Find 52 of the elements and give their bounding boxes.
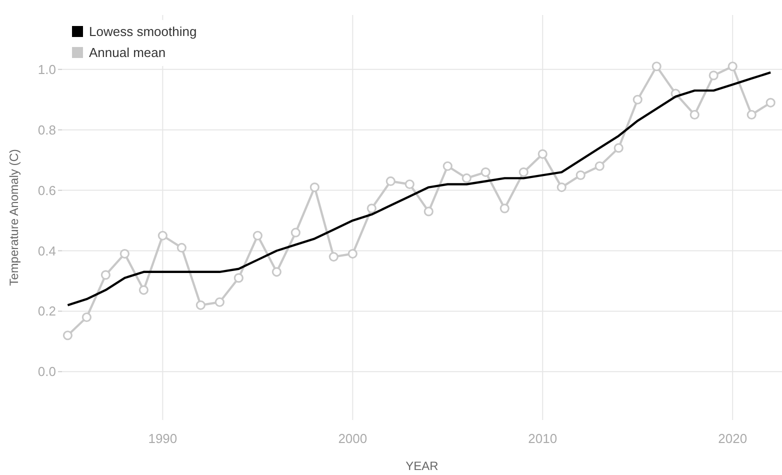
- point: [652, 62, 662, 72]
- point: [462, 173, 472, 184]
- point: [594, 161, 604, 171]
- point: [500, 204, 510, 214]
- y-tick-label: 0.4: [38, 243, 56, 258]
- line-series: [66, 71, 772, 306]
- point: [272, 267, 282, 277]
- point: [614, 143, 624, 153]
- point: [290, 228, 300, 238]
- x-tick-label: 2020: [718, 431, 748, 446]
- point: [728, 62, 738, 72]
- point: [120, 248, 130, 259]
- point: [158, 230, 168, 240]
- point: [234, 273, 244, 283]
- point: [62, 330, 72, 340]
- point: [556, 182, 566, 192]
- point: [366, 204, 376, 214]
- legend-label: Lowess smoothing: [89, 24, 197, 39]
- x-tick-label: 2010: [528, 431, 558, 446]
- point: [348, 248, 358, 259]
- x-axis-title: YEAR: [406, 459, 439, 473]
- point: [690, 110, 700, 120]
- y-tick-label: 0.0: [38, 364, 56, 380]
- point: [746, 110, 756, 120]
- point: [632, 94, 642, 104]
- point: [404, 179, 414, 190]
- y-tick-label: 0.6: [38, 182, 56, 198]
- x-tick-label: 1990: [148, 431, 178, 446]
- point: [766, 98, 776, 108]
- y-axis-title: Temperature Anomaly (C): [7, 149, 21, 286]
- point: [214, 297, 224, 307]
- y-tick-label: 1.0: [38, 62, 56, 77]
- x-tick-label: 2000: [338, 431, 368, 446]
- legend-label: Annual mean: [89, 45, 166, 60]
- point: [196, 300, 206, 310]
- point: [138, 285, 148, 295]
- point: [708, 70, 718, 80]
- point: [424, 206, 434, 216]
- y-tick-label: 0.2: [38, 304, 56, 319]
- point: [518, 167, 528, 177]
- point: [442, 161, 452, 171]
- point: [310, 182, 320, 192]
- point: [176, 242, 186, 253]
- y-tick-label: 0.8: [38, 122, 56, 138]
- point: [82, 312, 92, 322]
- point: [328, 252, 338, 262]
- point: [252, 230, 262, 240]
- point: [100, 270, 110, 280]
- point: [480, 167, 490, 177]
- point: [576, 170, 586, 180]
- point: [538, 149, 548, 159]
- point: [386, 176, 396, 186]
